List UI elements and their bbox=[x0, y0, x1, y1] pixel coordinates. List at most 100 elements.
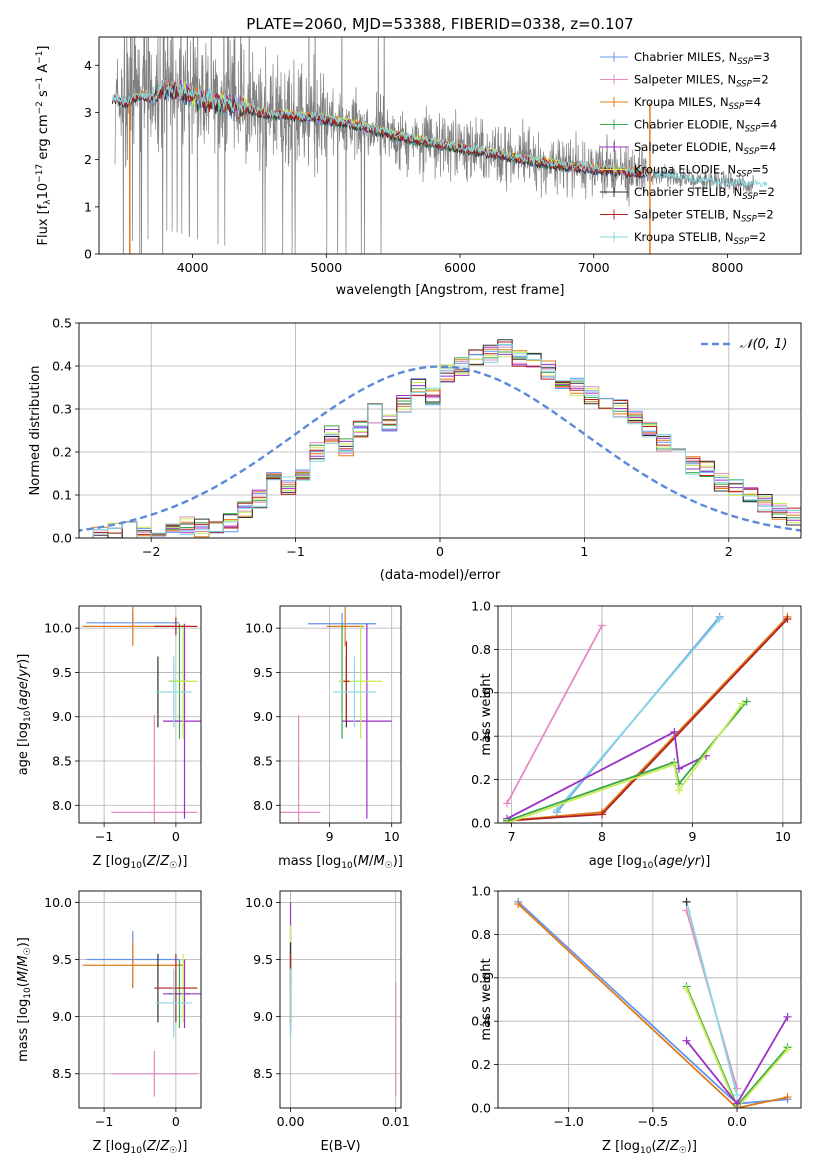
y-axis-label: age [log10(age/yr)] bbox=[16, 654, 33, 776]
y-tick-label: 10.0 bbox=[44, 621, 72, 636]
x-tick-label: 1 bbox=[580, 544, 588, 559]
y-tick-label: 9.0 bbox=[253, 1009, 273, 1024]
weight-line bbox=[506, 703, 743, 823]
errorbar-kroupa-stelib bbox=[155, 968, 192, 1038]
x-tick-label: −1 bbox=[95, 1114, 113, 1129]
x-tick-label: 10 bbox=[384, 829, 400, 844]
x-tick-label: 9 bbox=[326, 829, 334, 844]
axes-frame bbox=[497, 605, 802, 824]
axes-frame bbox=[78, 605, 202, 824]
weight-line bbox=[506, 625, 603, 804]
y-tick-label: 1.0 bbox=[471, 884, 491, 899]
legend-label: Salpeter MILES, NSSP=2 bbox=[634, 73, 769, 90]
errorbar-kroupa-stelib bbox=[332, 656, 377, 728]
weight_vs_age-panel: 7 8 9 10 0.0 0.2 0.4 0.6 0.8 1.0 age [log10(age/yr… bbox=[471, 599, 802, 871]
y-tick-label: 9.5 bbox=[253, 952, 273, 967]
legend-label-base: Salpeter ELODIE, N bbox=[634, 140, 744, 154]
weight-line bbox=[506, 730, 707, 820]
y-tick-label: 0.2 bbox=[471, 1057, 491, 1072]
weight-series-salpeter-stelib bbox=[503, 615, 792, 823]
legend-label-base: Chabrier ELODIE, N bbox=[634, 118, 745, 132]
histogram-salpeter-miles bbox=[79, 346, 801, 538]
y-tick-label: 0.1 bbox=[52, 488, 72, 503]
legend-label-sub: SSP bbox=[737, 57, 753, 67]
legend-label-base: Salpeter MILES, N bbox=[634, 73, 736, 87]
errorbar-salpeter-stelib bbox=[154, 953, 198, 1023]
legend-label: 𝒩(0, 1) bbox=[740, 337, 787, 352]
histogram-kroupa-miles bbox=[79, 348, 801, 538]
x-tick-label: 0.01 bbox=[382, 1114, 410, 1129]
residuals-plot-area bbox=[79, 339, 801, 538]
y-tick-label: 0.0 bbox=[471, 1101, 491, 1116]
y-tick-label: 9.5 bbox=[253, 665, 273, 680]
x-tick-label: 0 bbox=[172, 829, 180, 844]
y-tick-label: 4 bbox=[84, 58, 92, 73]
errorbar-salpeter-stelib bbox=[154, 617, 198, 636]
weight-series-kroupa-elodie bbox=[503, 699, 747, 823]
y-tick-label: 0.4 bbox=[471, 729, 491, 744]
y-tick-label: 0.6 bbox=[471, 970, 491, 985]
x-tick-label: 4000 bbox=[177, 260, 209, 275]
histogram-chabrier-miles bbox=[79, 344, 801, 538]
residuals-panel: −2 −1 0 1 2 0.0 0.1 0.2 0.3 0.4 0.5 (data-model)/er… bbox=[28, 316, 802, 583]
legend-label-sub: SSP bbox=[742, 192, 758, 202]
x-tick-label: −1.0 bbox=[554, 1114, 584, 1129]
errorbar-kroupa-stelib bbox=[155, 656, 192, 728]
y-axis-label: mass weight bbox=[479, 958, 494, 1040]
x-tick-label: −2 bbox=[142, 544, 160, 559]
legend-label-base: Kroupa STELIB, N bbox=[634, 230, 734, 244]
y-tick-label: 0.6 bbox=[471, 685, 491, 700]
x-tick-label: 10 bbox=[775, 829, 791, 844]
x-axis-label: Z [log10(Z/Z☉)] bbox=[93, 854, 188, 871]
legend-label-sub: SSP bbox=[736, 80, 752, 90]
y-tick-label: 9.5 bbox=[52, 952, 72, 967]
y-tick-label: 9.0 bbox=[52, 1009, 72, 1024]
x-axis-label: Z [log10(Z/Z☉)] bbox=[93, 1139, 188, 1156]
y-tick-label: 8.0 bbox=[52, 798, 72, 813]
errorbar-kroupa-miles bbox=[326, 606, 364, 646]
errorbar-salpeter-stelib bbox=[343, 641, 350, 722]
y-tick-label: 0.0 bbox=[52, 531, 72, 546]
weight-series-kroupa-miles bbox=[503, 612, 792, 823]
mass_vs_ebv-plot-area bbox=[289, 902, 397, 1097]
mass_vs_Z-panel: −1 0 8.5 9.0 9.5 10.0 Z [log10(Z/Z☉)] mass [log… bbox=[16, 890, 202, 1156]
legend-label-base: Chabrier MILES, N bbox=[634, 50, 737, 64]
weight-line bbox=[685, 988, 789, 1108]
axes-frame bbox=[279, 605, 402, 824]
legend-label: Chabrier ELODIE, NSSP=4 bbox=[634, 118, 777, 135]
legend-label-base: Salpeter STELIB, N bbox=[634, 208, 741, 222]
y-tick-label: 0.2 bbox=[52, 445, 72, 460]
mass_vs_Z-plot-area bbox=[82, 930, 201, 1097]
legend-label-sub: SSP bbox=[734, 237, 750, 247]
model-spectrum-kroupa-stelib bbox=[111, 78, 768, 189]
x-axis-label: Z [log10(Z/Z☉)] bbox=[602, 1139, 697, 1156]
x-axis-label: wavelength [Angstrom, rest frame] bbox=[336, 283, 565, 298]
weight-series-salpeter-elodie bbox=[682, 1012, 792, 1108]
y-tick-label: 0.0 bbox=[471, 816, 491, 831]
x-tick-label: 8000 bbox=[712, 260, 744, 275]
y-tick-label: 9.0 bbox=[253, 709, 273, 724]
histogram-kroupa-stelib bbox=[79, 343, 801, 538]
errorbar-salpeter-miles bbox=[111, 1050, 198, 1097]
axes-frame bbox=[78, 322, 802, 539]
legend-label-sub: SSP bbox=[729, 102, 745, 112]
x-tick-label: 0.0 bbox=[727, 1114, 747, 1129]
y-tick-label: 10.0 bbox=[44, 895, 72, 910]
y-tick-label: 0 bbox=[84, 247, 92, 262]
spectrum-plot-area bbox=[111, 37, 768, 254]
y-tick-label: 0.5 bbox=[52, 316, 72, 331]
y-axis-label: Flux [fλ10−17 erg cm−2 s−1 A−1] bbox=[35, 46, 53, 246]
x-tick-label: 0 bbox=[436, 544, 444, 559]
legend-label-sub: SSP bbox=[741, 215, 757, 225]
y-tick-label: 0.8 bbox=[471, 642, 491, 657]
model-spectrum-salpeter-stelib bbox=[111, 81, 648, 178]
x-axis-label: E(B-V) bbox=[320, 1139, 360, 1154]
legend-label: Chabrier STELIB, NSSP=2 bbox=[634, 185, 775, 202]
y-tick-label: 0.3 bbox=[52, 402, 72, 417]
axes-frame bbox=[98, 36, 802, 255]
axes-frame bbox=[279, 890, 402, 1109]
legend-label-tail: =4 bbox=[759, 140, 776, 154]
x-tick-label: 7000 bbox=[578, 260, 610, 275]
